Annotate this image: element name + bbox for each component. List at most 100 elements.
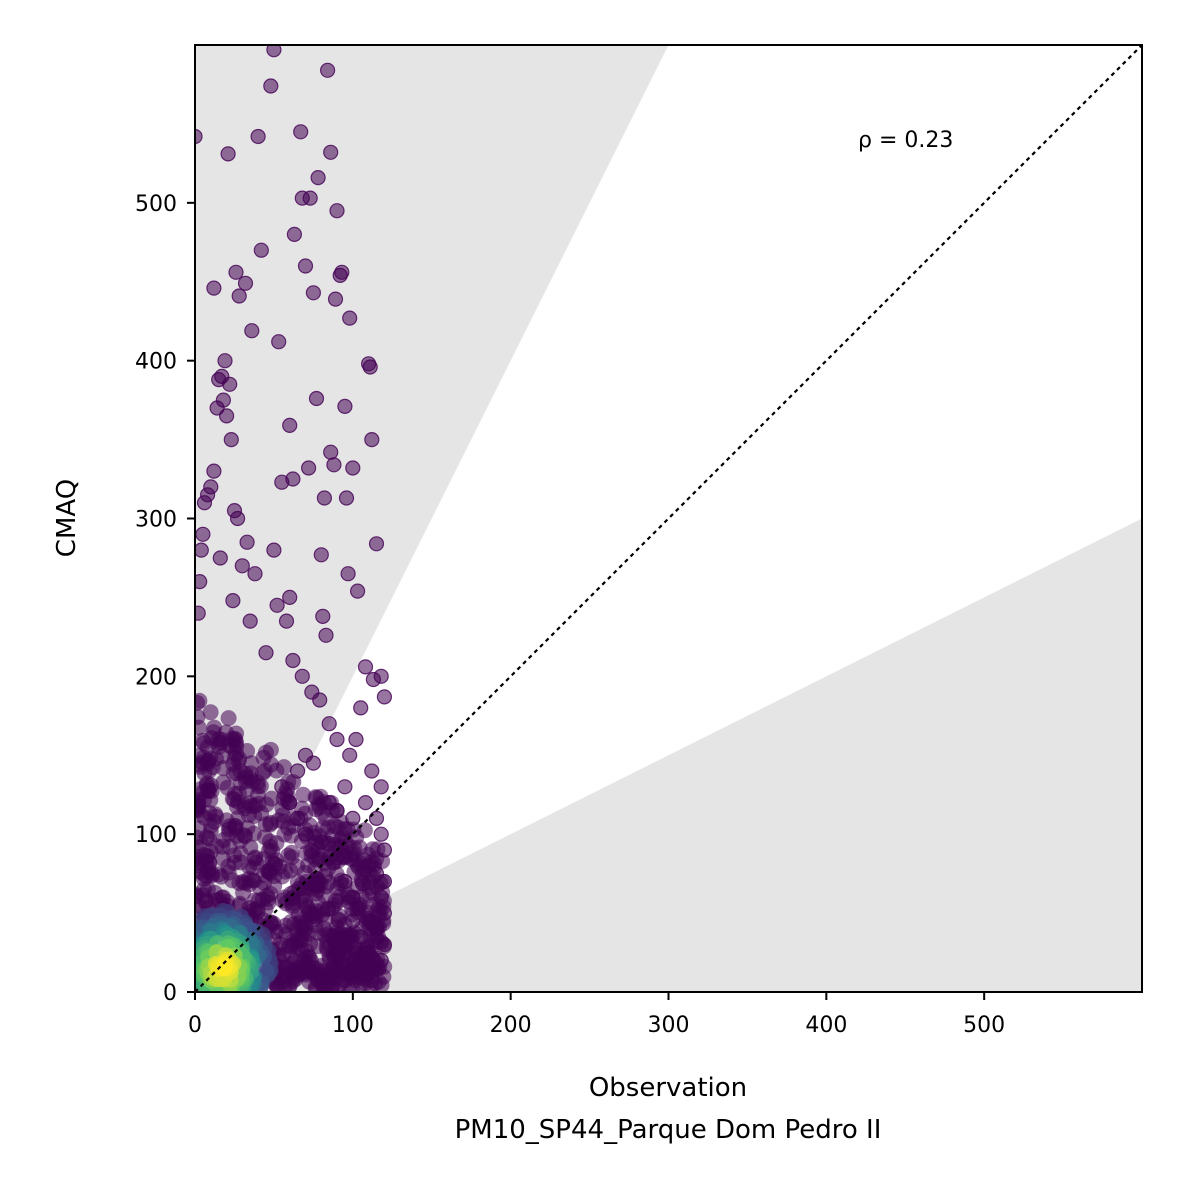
scatter-point <box>373 779 389 795</box>
scatter-point <box>278 613 295 629</box>
scatter-point <box>209 400 225 416</box>
density-point <box>195 694 205 711</box>
x-axis-sublabel: PM10_SP44_Parque Dom Pedro II <box>455 1115 882 1145</box>
scatter-point <box>361 944 377 961</box>
scatter-points <box>195 45 392 969</box>
scatter-point <box>266 542 282 558</box>
scatter-point <box>274 779 290 795</box>
scatter-point <box>316 490 332 506</box>
scatter-point <box>345 889 361 905</box>
density-point <box>195 719 207 736</box>
scatter-point <box>376 689 392 705</box>
band-upper <box>195 45 669 992</box>
scatter-point <box>239 534 255 550</box>
y-tick-label: 200 <box>135 665 177 690</box>
scatter-point <box>195 605 206 621</box>
scatter-point <box>310 170 326 186</box>
scatter-point <box>226 503 243 519</box>
scatter-point <box>294 668 310 684</box>
scatter-point <box>308 390 325 407</box>
y-tick-label: 400 <box>135 350 177 375</box>
scatter-point <box>282 794 298 811</box>
scatter-point <box>266 45 282 58</box>
density-point <box>257 816 274 833</box>
x-tick-label: 500 <box>963 1013 1005 1038</box>
x-axis: 0 100 200 300 400 500 <box>188 992 1005 1038</box>
scatter-point <box>348 731 364 748</box>
scatter-point <box>373 889 389 905</box>
scatter-point <box>320 62 336 78</box>
x-tick-label: 200 <box>490 1013 532 1038</box>
factor-of-two-band <box>195 45 1142 992</box>
scatter-point <box>318 627 334 643</box>
density-point <box>346 864 363 880</box>
y-axis: 0 100 200 300 400 500 <box>135 192 195 1006</box>
density-point <box>274 892 291 909</box>
scatter-point <box>297 258 314 274</box>
scatter-point <box>263 78 279 94</box>
y-axis-label: CMAQ <box>52 479 82 557</box>
scatter-point <box>327 291 344 307</box>
scatter-point <box>195 542 209 558</box>
scatter-point <box>206 463 222 479</box>
scatter-point <box>357 659 374 675</box>
band-lower <box>195 518 1142 992</box>
scatter-point <box>195 128 203 145</box>
scatter-point <box>373 826 389 842</box>
scatter-point <box>313 547 329 563</box>
scatter-point <box>285 652 301 669</box>
scatter-point <box>269 597 285 613</box>
scatter-point <box>337 779 353 795</box>
scatter-point <box>286 226 302 242</box>
scatter-point <box>345 913 361 929</box>
y-tick-label: 100 <box>135 823 177 848</box>
scatter-point <box>228 264 244 280</box>
y-tick-label: 300 <box>135 508 177 533</box>
x-tick-label: 100 <box>332 1013 374 1038</box>
scatter-point <box>329 731 345 748</box>
scatter-point <box>337 873 353 890</box>
scatter-point <box>290 763 306 779</box>
scatter-point <box>217 353 233 369</box>
scatter-point <box>313 834 329 850</box>
scatter-point <box>345 460 361 476</box>
scatter-point <box>220 146 236 162</box>
scatter-point <box>368 810 385 827</box>
scatter-point <box>376 842 392 858</box>
scatter-point <box>247 566 263 582</box>
scatter-point <box>353 929 369 945</box>
density-point <box>298 845 315 861</box>
scatter-point <box>258 645 274 661</box>
scatter-point <box>362 359 378 375</box>
scatter-point <box>293 124 309 140</box>
scatter-point <box>345 810 361 827</box>
density-point <box>220 710 237 727</box>
y-tick-label: 0 <box>163 981 177 1006</box>
scatter-point <box>376 905 392 921</box>
density-point <box>268 762 285 779</box>
scatter-point <box>312 692 328 708</box>
scatter-point <box>282 589 298 606</box>
scatter-point <box>342 310 358 326</box>
scatter-point <box>357 794 374 811</box>
scatter-point <box>285 471 301 487</box>
scatter-point <box>231 288 247 304</box>
scatter-point <box>342 747 358 763</box>
scatter-point <box>253 242 269 258</box>
scatter-point <box>237 275 254 291</box>
scatter-point <box>305 755 321 771</box>
x-tick-label: 400 <box>805 1013 847 1038</box>
annotation-rho: ρ = 0.23 <box>858 128 953 153</box>
scatter-point <box>250 128 266 145</box>
x-tick-label: 300 <box>648 1013 690 1038</box>
scatter-point <box>334 264 350 280</box>
scatter-point <box>338 490 355 506</box>
scatter-point <box>302 190 318 206</box>
scatter-point <box>340 566 356 582</box>
scatter-point <box>323 444 339 460</box>
x-tick-label: 0 <box>188 1013 202 1038</box>
scatter-point <box>353 700 369 716</box>
scatter-point <box>206 280 222 296</box>
scatter-point <box>376 873 392 890</box>
scatter-point <box>329 203 345 219</box>
